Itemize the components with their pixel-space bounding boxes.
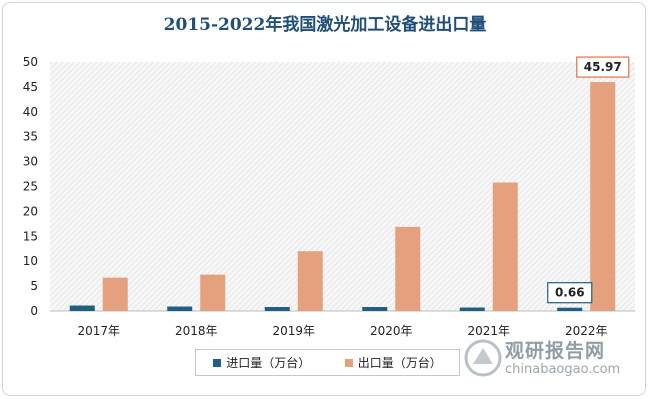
- watermark-logo-icon: [464, 339, 502, 377]
- legend: 进口量（万台） 出口量（万台）: [195, 349, 460, 376]
- x-tick-label: 2019年: [272, 324, 315, 338]
- data-label: 0.66: [555, 286, 585, 300]
- bar-export: [492, 182, 518, 311]
- bars: [69, 82, 616, 311]
- data-label: 45.97: [584, 60, 622, 74]
- legend-label-import: 进口量（万台）: [226, 356, 311, 370]
- legend-swatch-export: [344, 358, 353, 367]
- x-axis: 2017年 2018年 2019年 2020年 2021年 2022年: [50, 310, 635, 338]
- x-tick-label: 2018年: [175, 324, 218, 338]
- y-tick-label: 10: [23, 254, 38, 268]
- bar-export: [200, 274, 226, 311]
- bar-export: [395, 226, 421, 311]
- bar-export: [102, 277, 128, 311]
- bar-export: [590, 82, 616, 311]
- chart-title: 2015-2022年我国激光加工设备进出口量: [163, 15, 487, 35]
- x-tick-label: 2020年: [370, 324, 413, 338]
- legend-item-import: 进口量（万台）: [213, 354, 310, 371]
- watermark: 观研报告网 chinabaogao.com: [463, 334, 638, 384]
- y-tick-label: 40: [23, 105, 38, 119]
- data-label-box: [576, 56, 630, 78]
- bar-import: [264, 307, 290, 311]
- bar-import: [362, 307, 388, 311]
- y-axis: 0 5 10 15 20 25 30 35 40 45 50: [23, 55, 38, 318]
- y-tick-label: 35: [23, 130, 38, 144]
- bar-import: [557, 307, 583, 311]
- bar-import: [167, 306, 193, 311]
- x-tick-label: 2022年: [565, 324, 608, 338]
- y-tick-label: 45: [23, 80, 38, 94]
- watermark-domain: chinabaogao.com: [505, 362, 621, 377]
- watermark-name: 观研报告网: [505, 340, 606, 362]
- data-labels: 0.66 45.97: [547, 56, 630, 304]
- legend-swatch-import: [213, 358, 222, 367]
- bar-import: [69, 305, 95, 311]
- bar-import: [459, 307, 485, 311]
- y-tick-label: 0: [30, 304, 38, 318]
- data-label-box: [547, 282, 593, 304]
- y-tick-label: 15: [23, 229, 38, 243]
- y-tick-label: 20: [23, 204, 38, 218]
- y-tick-label: 5: [30, 279, 38, 293]
- x-tick-label: 2017年: [77, 324, 120, 338]
- bar-export: [297, 251, 323, 311]
- plot-area: [50, 62, 635, 311]
- y-tick-label: 30: [23, 155, 38, 169]
- x-tick-label: 2021年: [467, 324, 510, 338]
- legend-item-export: 出口量（万台）: [344, 354, 442, 371]
- chart-frame: [2, 2, 646, 396]
- y-tick-label: 25: [23, 180, 38, 194]
- legend-label-export: 出口量（万台）: [357, 356, 442, 370]
- y-tick-label: 50: [23, 55, 38, 69]
